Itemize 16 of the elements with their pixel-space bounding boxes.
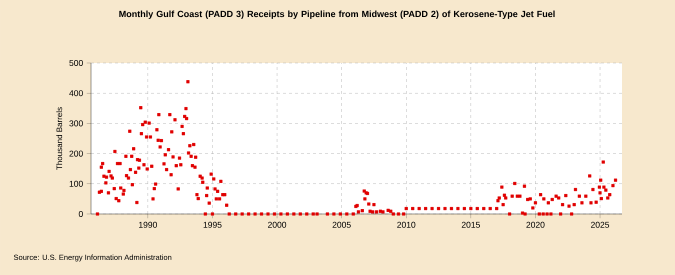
y-tick-label: 100 <box>70 180 83 187</box>
x-tick-label: 2025 <box>591 222 610 228</box>
x-tick-label: 1995 <box>204 222 222 228</box>
y-tick-label: 500 <box>69 60 83 66</box>
y-tick-label: 400 <box>69 90 83 96</box>
x-tick-label: 2000 <box>268 222 286 228</box>
chart-title: Monthly Gulf Coast (PADD 3) Receipts by Pipeline from Midwest (PADD 2) of Kerosene-Type Jet Fuel <box>119 10 555 19</box>
x-tick-label: 2020 <box>526 222 545 228</box>
x-tick-label: 2005 <box>332 222 351 228</box>
y-axis-title: Thousand Barrels <box>56 107 62 170</box>
y-tick-label: 300 <box>69 120 83 126</box>
x-tick-label: 2015 <box>462 222 480 228</box>
x-tick-label: 1990 <box>139 222 157 228</box>
x-tick-label: 2010 <box>397 222 416 228</box>
y-tick-label: 0 <box>78 210 83 217</box>
y-tick-label: 200 <box>69 150 83 157</box>
